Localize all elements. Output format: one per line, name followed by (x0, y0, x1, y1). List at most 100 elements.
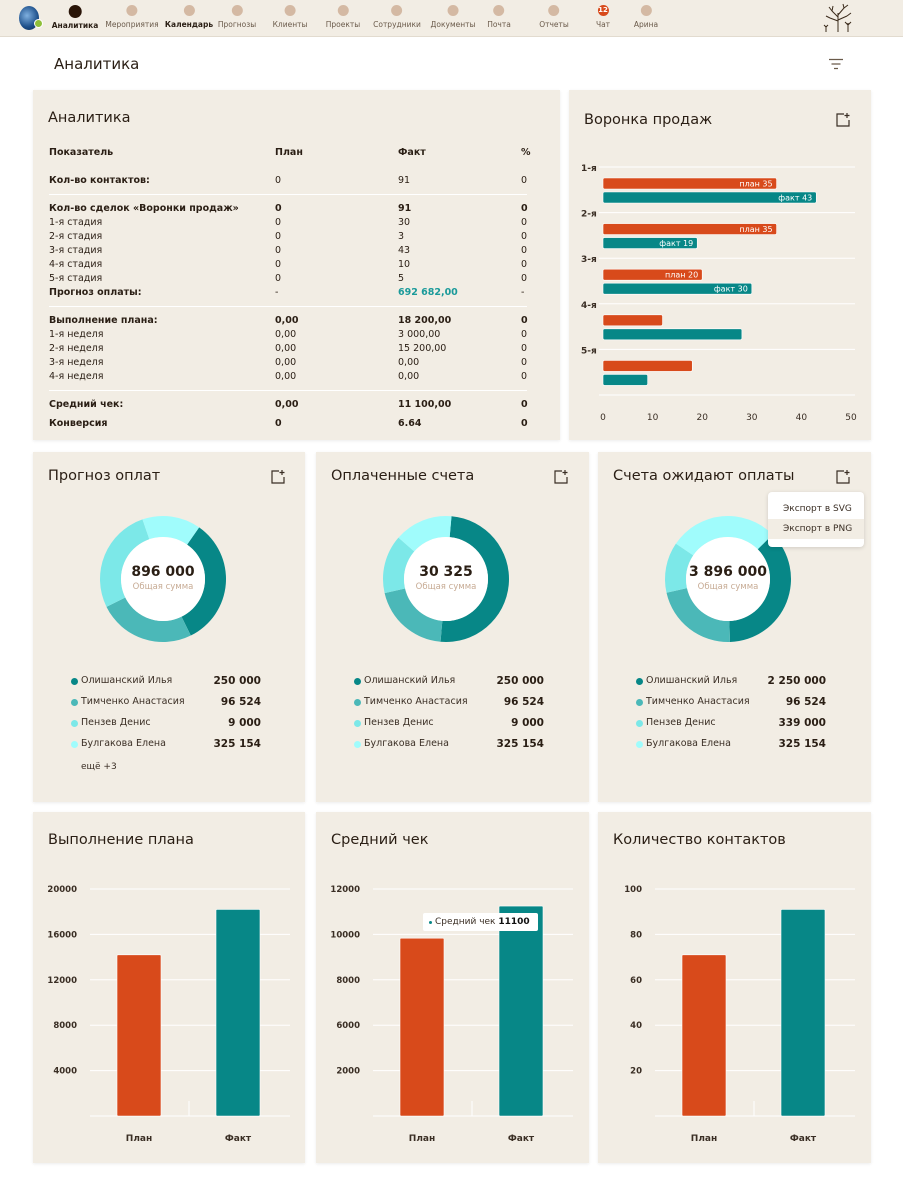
funnel-bar-план[interactable] (602, 360, 693, 372)
nav-item-7[interactable]: Документы (430, 5, 476, 29)
table-cell: 0 (521, 245, 528, 256)
donut-chart (100, 516, 226, 642)
nav-item-0[interactable]: Аналитика (52, 5, 98, 30)
nav-item-2[interactable]: Календарь (165, 5, 213, 29)
nav-dot-icon (493, 5, 505, 16)
legend-name: Пензев Денис (364, 717, 434, 728)
donut-segment[interactable] (665, 543, 694, 593)
funnel-bar-факт[interactable] (602, 237, 698, 249)
nav-item-3[interactable]: Прогнозы (218, 5, 256, 29)
x-tick-label: 40 (796, 413, 808, 423)
table-cell: 0 (521, 203, 528, 214)
table-cell: 0,00 (275, 329, 297, 340)
donut-subtitle: Общая сумма (132, 582, 194, 592)
bar-1[interactable] (215, 909, 261, 1117)
donut-hole (121, 537, 205, 621)
funnel-bar-план[interactable] (602, 314, 663, 327)
donut-card-1: Оплаченные счета 30 325 Общая сумма Олишанс… (316, 452, 589, 802)
divider (49, 390, 527, 391)
funnel-bar-план[interactable] (602, 223, 777, 235)
table-cell: 4-я неделя (49, 371, 104, 382)
legend-dot-icon (354, 678, 361, 685)
x-tick-label: 0 (600, 413, 606, 423)
table-row: 5-я стадия 0 5 0 (49, 272, 527, 286)
y-tick-label: 12000 (47, 976, 77, 986)
export-icon[interactable] (553, 469, 569, 485)
nav-item-1[interactable]: Мероприятия (105, 5, 159, 29)
donut-segment[interactable] (384, 588, 443, 642)
donut-segment[interactable] (729, 534, 791, 642)
y-tick-label: 80 (630, 930, 642, 940)
bar-1[interactable] (780, 909, 826, 1117)
table-row: 1-я неделя 0,00 3 000,00 0 (49, 328, 527, 342)
table-row: Кол-во сделок «Воронки продаж» 0 91 0 (49, 202, 528, 216)
legend-item: Булгакова Елена 325 154 (636, 737, 826, 751)
y-tick-label: 6000 (336, 1021, 360, 1031)
nav-item-11[interactable]: Арина (634, 5, 658, 29)
nav-item-4[interactable]: Клиенты (273, 5, 307, 29)
legend-item: Олишанский Илья 250 000 (354, 674, 544, 688)
donut-segment[interactable] (383, 537, 415, 594)
funnel-bar-факт[interactable] (602, 374, 648, 386)
donut-card-title: Оплаченные счета (331, 468, 475, 484)
bar-1[interactable] (498, 905, 544, 1117)
y-tick-label: 12000 (330, 885, 360, 895)
export-icon[interactable] (270, 469, 286, 485)
nav-dot-icon (337, 5, 349, 16)
legend-dot-icon (71, 699, 78, 706)
donut-segment[interactable] (142, 516, 200, 545)
table-cell: 0 (521, 273, 528, 284)
funnel-bar-план[interactable] (602, 268, 703, 281)
funnel-bar-факт[interactable] (602, 191, 817, 204)
donut-segment[interactable] (675, 516, 773, 556)
donut-segment[interactable] (666, 588, 730, 642)
nav-item-9[interactable]: Отчеты (539, 5, 569, 29)
funnel-bar-план[interactable] (602, 177, 777, 190)
nav-dot-icon (68, 5, 82, 18)
legend-name: Тимченко Анастасия (646, 696, 750, 707)
export-png-menu-item[interactable]: Экспорт в PNG (768, 519, 864, 539)
nav-item-label: Документы (430, 20, 476, 29)
y-tick-label: 20 (630, 1067, 642, 1077)
table-row: 3-я неделя 0,00 0,00 0 (49, 356, 527, 370)
donut-segment[interactable] (100, 519, 150, 607)
nav-item-5[interactable]: Проекты (326, 5, 360, 29)
table-cell: - (521, 287, 525, 298)
bar-0[interactable] (116, 954, 162, 1117)
export-svg-menu-item[interactable]: Экспорт в SVG (783, 504, 852, 514)
y-tick-label: 2000 (336, 1067, 360, 1077)
export-icon[interactable] (835, 112, 851, 128)
y-tick-label: 8000 (53, 1021, 77, 1031)
legend-value: 96 524 (503, 696, 544, 708)
nav-item-label: Мероприятия (105, 20, 159, 29)
show-more-link[interactable]: ещё +3 (81, 762, 117, 772)
nav-dot-icon (183, 5, 195, 16)
legend-dot-icon (354, 699, 361, 706)
donut-segment[interactable] (440, 516, 509, 642)
donut-segment[interactable] (106, 597, 191, 642)
legend-name: Олишанский Илья (81, 675, 173, 686)
funnel-bar-факт[interactable] (602, 328, 743, 341)
nav-dot-icon (284, 5, 296, 16)
filter-icon[interactable] (828, 58, 844, 70)
nav-item-6[interactable]: Сотрудники (373, 5, 421, 29)
donut-segment[interactable] (181, 527, 226, 636)
table-cell: 0 (521, 343, 528, 354)
nav-item-8[interactable]: Почта (487, 5, 511, 29)
donut-segment[interactable] (398, 516, 452, 552)
funnel-chart: 1-я план 35 факт 43 2-я план 35 факт 19 3-я пла… (581, 164, 857, 423)
bar-0[interactable] (399, 937, 445, 1117)
legend-name: Булгакова Елена (646, 738, 731, 749)
export-icon[interactable] (835, 469, 851, 485)
spacer (49, 160, 527, 174)
table-cell: 0 (275, 203, 282, 214)
nav-item-10[interactable]: 12 Чат (596, 5, 610, 29)
bar-0[interactable] (681, 954, 727, 1117)
bar-label: факт 30 (714, 285, 748, 294)
funnel-bar-факт[interactable] (602, 282, 753, 295)
legend-value: 9 000 (511, 717, 544, 729)
legend-item: Пензев Денис 9 000 (354, 716, 544, 730)
donut-subtitle: Общая сумма (415, 582, 477, 592)
tooltip-series: Средний чек (435, 917, 496, 927)
legend-dot-icon (71, 678, 78, 685)
